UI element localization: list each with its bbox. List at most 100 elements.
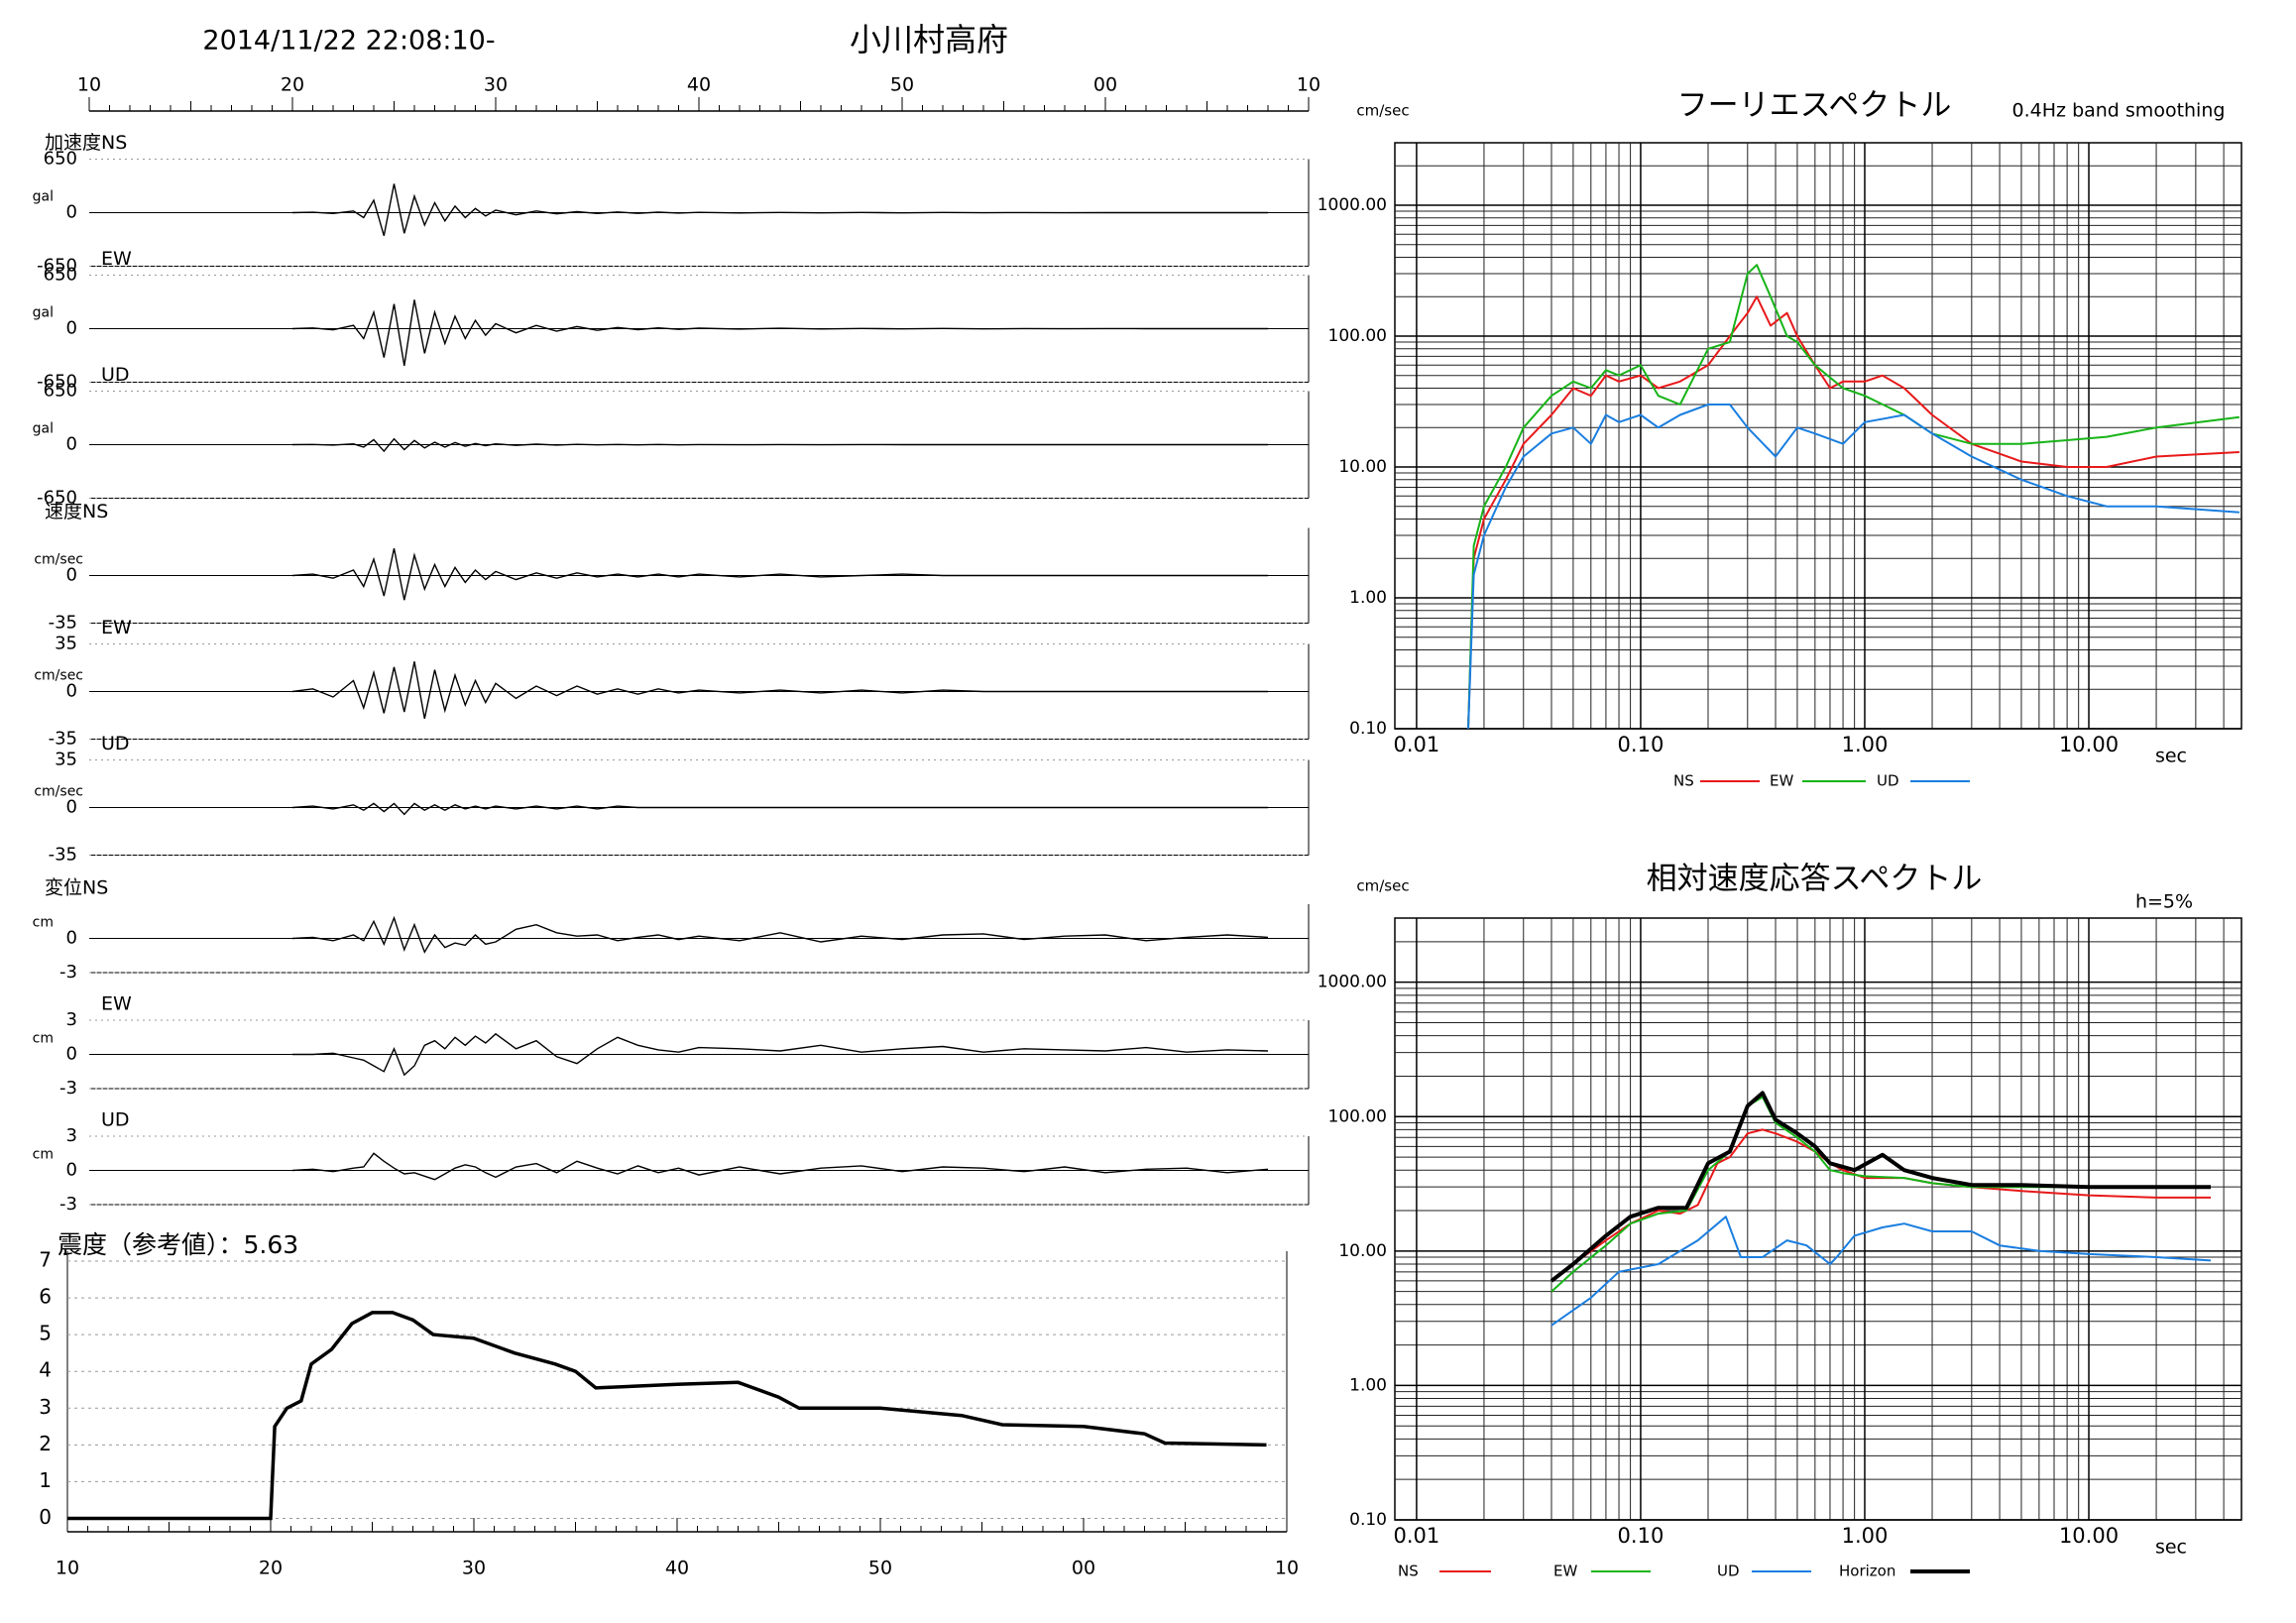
x-tick-label: 40: [687, 74, 711, 96]
y-tick-label: 4: [39, 1358, 52, 1382]
unit-label: gal: [33, 189, 54, 205]
x-tick-label: 30: [484, 74, 508, 96]
x-tick-label: 10.00: [2059, 733, 2119, 756]
waveform: [291, 299, 1268, 367]
x-axis-label: sec: [2155, 1537, 2187, 1559]
x-tick-label: 0.01: [1394, 1524, 1440, 1548]
unit-label: cm: [33, 1031, 54, 1047]
y-tick-label: 0: [66, 797, 77, 818]
y-tick-label: 10.00: [1338, 1241, 1387, 1261]
unit-label: cm: [33, 915, 54, 931]
y-tick-label: 1: [39, 1468, 52, 1492]
spectrum-line: [1467, 404, 2239, 730]
y-tick-label: 1.00: [1349, 588, 1387, 608]
spectrum-line: [1467, 264, 2240, 730]
y-tick-label: 5: [39, 1322, 52, 1345]
x-tick-label: 50: [890, 74, 914, 96]
y-tick-label: 0.10: [1349, 719, 1387, 739]
y-tick-label: 1.00: [1349, 1375, 1387, 1395]
waveform: [291, 661, 1268, 720]
unit-label: gal: [33, 305, 54, 321]
y-tick-label: 6: [39, 1285, 52, 1309]
y-tick-label: 0: [66, 318, 77, 339]
y-tick-label: -650: [37, 372, 77, 393]
y-tick-label: 1000.00: [1318, 195, 1387, 215]
unit-label: cm/sec: [34, 784, 83, 800]
y-tick-label: 10.00: [1338, 457, 1387, 477]
trace-label: EW: [101, 617, 132, 638]
trace-label: 変位NS: [45, 877, 108, 899]
y-tick-label: 0: [66, 928, 77, 949]
x-tick-label: 20: [259, 1558, 283, 1579]
x-axis-label: sec: [2155, 746, 2187, 767]
legend-label: EW: [1770, 772, 1793, 790]
waveform: [291, 915, 1269, 954]
spectrum-line: [1550, 1091, 2211, 1283]
legend-label: EW: [1553, 1563, 1577, 1580]
waveform: [291, 183, 1268, 236]
y-tick-label: 650: [44, 381, 77, 402]
unit-label: cm: [33, 1147, 54, 1163]
legend-label: NS: [1398, 1563, 1419, 1580]
y-tick-label: -3: [59, 962, 77, 983]
x-tick-label: 10: [56, 1558, 79, 1579]
y-tick-label: 100.00: [1328, 1106, 1387, 1126]
x-tick-label: 50: [868, 1558, 892, 1579]
y-axis-label: cm/sec: [1356, 877, 1409, 895]
unit-label: gal: [33, 421, 54, 437]
y-tick-label: 0: [66, 1160, 77, 1181]
y-tick-label: 7: [39, 1248, 52, 1272]
unit-label: cm/sec: [34, 552, 83, 568]
y-tick-label: 0: [66, 565, 77, 586]
spectrum-line: [1467, 295, 2239, 730]
y-tick-label: -3: [59, 1078, 77, 1099]
y-tick-label: -650: [37, 488, 77, 509]
y-tick-label: -650: [37, 256, 77, 277]
y-tick-label: -35: [49, 845, 77, 866]
x-tick-label: 0.01: [1394, 733, 1440, 756]
y-tick-label: 0: [66, 1044, 77, 1065]
chart-title: 震度（参考値）：5.63: [57, 1230, 298, 1259]
y-tick-label: 0: [39, 1505, 52, 1529]
waveform: [292, 1032, 1269, 1077]
x-tick-label: 10: [77, 74, 101, 96]
trace-label: UD: [101, 733, 130, 754]
y-tick-label: 35: [55, 750, 77, 770]
waveform: [291, 802, 1268, 816]
unit-label: cm/sec: [34, 668, 83, 684]
x-tick-label: 30: [462, 1558, 486, 1579]
waveform: [291, 437, 1268, 453]
y-tick-label: -3: [59, 1194, 77, 1215]
y-tick-label: 0: [66, 202, 77, 223]
y-tick-label: -35: [49, 729, 77, 750]
spectrum-line: [1550, 1216, 2212, 1327]
y-tick-label: 1000.00: [1318, 973, 1387, 992]
chart-title: フーリエスペクトル: [1677, 88, 1952, 124]
legend-label: UD: [1877, 772, 1899, 790]
legend-label: UD: [1717, 1563, 1740, 1580]
x-tick-label: 1.00: [1842, 1524, 1889, 1548]
intensity-line: [67, 1311, 1267, 1521]
y-tick-label: 35: [55, 634, 77, 654]
y-tick-label: 2: [39, 1432, 52, 1455]
y-tick-label: 0: [66, 434, 77, 455]
waveform: [291, 547, 1268, 601]
waveform: [291, 1152, 1269, 1181]
y-tick-label: -35: [49, 613, 77, 634]
x-tick-label: 40: [665, 1558, 689, 1579]
trace-label: EW: [101, 248, 132, 270]
x-tick-label: 1.00: [1842, 733, 1889, 756]
station: 小川村高府: [850, 21, 1008, 58]
y-tick-label: 0: [66, 681, 77, 702]
trace-label: UD: [101, 1109, 130, 1131]
trace-label: UD: [101, 364, 130, 386]
y-tick-label: 650: [44, 265, 77, 286]
trace-label: EW: [101, 993, 132, 1015]
chart-subtitle: 0.4Hz band smoothing: [2012, 100, 2226, 122]
datetime: 2014/11/22 22:08:10-: [202, 26, 495, 57]
legend-label: NS: [1673, 772, 1694, 790]
x-tick-label: 10: [1297, 74, 1320, 96]
x-tick-label: 10.00: [2059, 1524, 2119, 1548]
